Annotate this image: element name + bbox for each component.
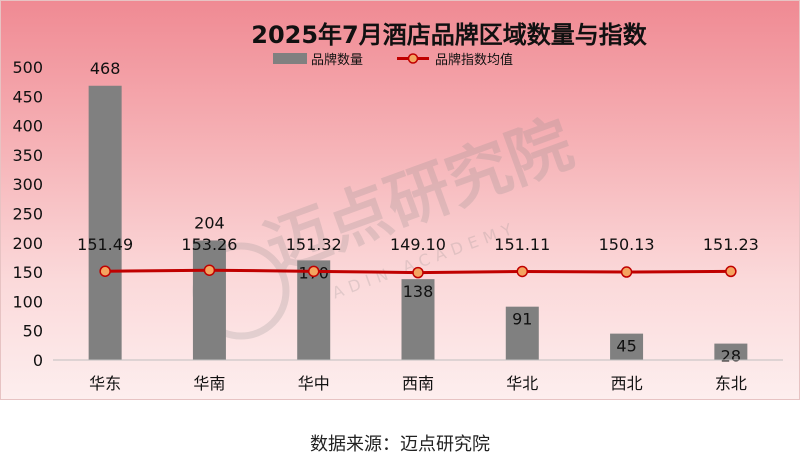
y-tick-label: 400 <box>12 117 43 136</box>
x-tick-label: 华南 <box>193 374 225 393</box>
y-tick-label: 150 <box>12 263 43 282</box>
legend-swatch-bars <box>273 53 307 64</box>
line-value-label: 153.26 <box>181 235 237 254</box>
y-tick-label: 450 <box>12 87 43 106</box>
chart-svg: 迈点研究院 MEADIN ACADEMY 2025年7月酒店品牌区域数量与指数 … <box>12 21 783 393</box>
bar-value-label: 138 <box>403 282 434 301</box>
line-value-label: 151.11 <box>494 235 550 254</box>
line-point <box>725 265 737 278</box>
line-value-label: 151.32 <box>286 235 342 254</box>
line-value-labels: 151.49 153.26 151.32 149.10 151.11 150.13 151.… <box>77 235 759 254</box>
bar-series <box>88 85 748 360</box>
y-tick-label: 500 <box>12 58 43 77</box>
bar <box>401 279 435 360</box>
x-tick-label: 华东 <box>89 374 121 393</box>
chart-frame: 迈点研究院 MEADIN ACADEMY 2025年7月酒店品牌区域数量与指数 … <box>0 0 800 400</box>
bar-value-label: 468 <box>90 59 121 78</box>
legend-label-line: 品牌指数均值 <box>435 52 513 68</box>
y-axis: 0 50 100 150 200 250 300 350 400 450 500 <box>12 58 43 370</box>
bar <box>610 333 644 360</box>
legend-marker-sample <box>407 53 419 64</box>
y-tick-label: 250 <box>12 205 43 224</box>
bar-value-label: 28 <box>721 347 741 366</box>
bar <box>192 240 226 360</box>
line-value-label: 149.10 <box>390 235 446 254</box>
watermark: 迈点研究院 MEADIN ACADEMY <box>192 107 582 340</box>
line-point <box>203 264 216 276</box>
x-tick-label: 东北 <box>715 374 747 393</box>
line-value-label: 151.23 <box>703 235 759 254</box>
bar <box>88 85 122 360</box>
line-point <box>412 266 424 279</box>
data-source: 数据来源：迈点研究院 <box>310 434 490 455</box>
y-tick-label: 200 <box>12 234 43 253</box>
line-point <box>620 266 633 278</box>
line-point <box>516 265 529 278</box>
line-series <box>99 264 737 279</box>
x-tick-label: 西南 <box>402 374 434 393</box>
y-tick-label: 300 <box>12 175 43 194</box>
bar-value-label: 204 <box>194 213 225 232</box>
bar <box>714 343 748 360</box>
chart-title: 2025年7月酒店品牌区域数量与指数 <box>251 21 647 49</box>
line-value-label: 151.49 <box>77 235 133 254</box>
x-tick-label: 华中 <box>298 374 330 393</box>
bar-value-label: 45 <box>616 337 636 356</box>
y-tick-label: 100 <box>12 292 43 311</box>
line-value-label: 150.13 <box>599 235 655 254</box>
legend: 品牌数量 品牌指数均值 <box>273 52 513 68</box>
y-tick-label: 0 <box>33 351 43 370</box>
x-axis: 华东 华南 华中 西南 华北 西北 东北 <box>53 359 783 393</box>
legend-label-bars: 品牌数量 <box>311 52 363 68</box>
bar <box>505 306 539 360</box>
y-tick-label: 50 <box>23 322 43 341</box>
x-tick-label: 华北 <box>506 374 538 393</box>
line-point <box>99 265 111 277</box>
x-tick-label: 西北 <box>611 374 643 393</box>
line-point <box>307 265 320 278</box>
y-tick-label: 350 <box>12 146 43 165</box>
bar-value-label: 91 <box>512 310 532 329</box>
bar-value-labels: 468204170138914528 <box>90 59 741 366</box>
